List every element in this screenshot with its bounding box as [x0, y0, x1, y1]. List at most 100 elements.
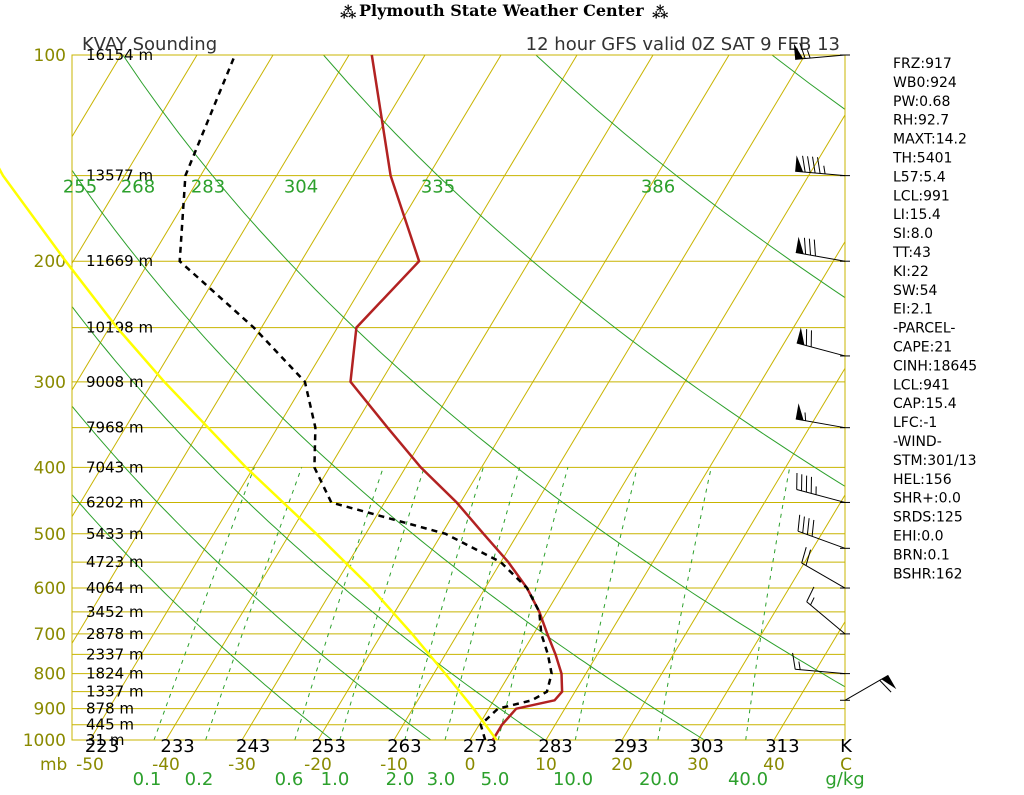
wind-barb-feather	[798, 515, 800, 531]
wind-barb-half-feather	[799, 662, 800, 670]
mixing-ratio-label: 0.1	[133, 769, 162, 790]
pressure-tick-label: 500	[34, 525, 66, 545]
wind-barb-flag	[795, 155, 803, 172]
index-value: L57:5.4	[893, 169, 946, 185]
wind-barb-feather	[804, 238, 805, 254]
page-header-title: Plymouth State Weather Center	[359, 1, 644, 20]
indices-table: FRZ:917WB0:924PW:0.68RH:92.7MAXT:14.2TH:…	[892, 56, 977, 582]
height-label: 1824 m	[86, 665, 144, 683]
wind-barb-half-feather	[824, 166, 825, 174]
index-value: EHI:0.0	[893, 529, 943, 545]
kelvin-label: 313	[765, 736, 799, 757]
height-label: 7043 m	[86, 458, 144, 476]
wind-barb-feather	[807, 518, 809, 534]
temperature-tick-label: -30	[228, 755, 256, 775]
index-value: -WIND-	[893, 434, 942, 450]
index-value: SHR+:0.0	[893, 491, 961, 507]
mixing-ratio-line	[746, 467, 790, 740]
index-value: CAPE:21	[893, 340, 952, 356]
mixing-ratio-line	[405, 467, 484, 740]
wind-barb-feather	[803, 517, 805, 533]
wind-barb	[802, 547, 850, 588]
wind-barb-shaft	[797, 490, 845, 503]
pressure-tick-label: 300	[34, 373, 66, 393]
theta-label: 386	[641, 177, 675, 198]
mixing-ratio-line	[445, 467, 520, 740]
plot-frame	[72, 55, 845, 740]
isotherm-line	[698, 55, 1024, 740]
pressure-tick-label: 400	[34, 458, 66, 478]
index-value: SI:8.0	[893, 226, 933, 242]
wind-barb-flag	[796, 403, 804, 420]
wind-barb-flag	[796, 237, 804, 254]
wind-barb-shaft	[795, 669, 845, 673]
index-value: TT:43	[892, 245, 931, 261]
isotherm-line	[242, 55, 653, 740]
isotherm-line	[166, 55, 577, 740]
theta-label: 255	[63, 177, 97, 198]
wind-barb-feather	[814, 240, 815, 256]
parcel-profile-line	[0, 109, 497, 740]
kelvin-label: 263	[387, 736, 421, 757]
wind-barb	[796, 237, 850, 261]
index-value: -PARCEL-	[893, 321, 955, 337]
mixing-ratio-label: 0.2	[185, 769, 214, 790]
theta-label: 268	[121, 177, 155, 198]
wind-barb-half-feather	[805, 413, 806, 421]
temperature-profile-line	[351, 55, 563, 740]
index-value: WB0:924	[893, 75, 957, 91]
grid-clipped	[0, 55, 1024, 740]
height-label: 9008 m	[86, 373, 144, 391]
kelvin-label: 283	[538, 736, 572, 757]
mixing-ratio-label: 20.0	[639, 769, 679, 790]
index-value: STM:301/13	[893, 453, 977, 469]
wind-barb-shaft	[802, 563, 845, 588]
wind-barb	[807, 587, 850, 634]
height-label: 2878 m	[86, 625, 144, 643]
height-label: 10198 m	[86, 319, 153, 337]
index-value: HEL:156	[893, 472, 952, 488]
mixing-ratio-line	[154, 467, 254, 740]
isotherm-line	[622, 55, 1024, 740]
kelvin-label: 243	[236, 736, 270, 757]
index-value: SRDS:125	[893, 510, 963, 526]
wind-barb-feather	[808, 156, 811, 172]
wind-barb	[840, 675, 896, 700]
wind-barb	[797, 473, 850, 502]
chart-subtitle: 12 hour GFS valid 0Z SAT 9 FEB 13	[526, 34, 840, 55]
kelvin-label: 223	[85, 736, 119, 757]
height-label: 4064 m	[86, 579, 144, 597]
index-value: KI:22	[893, 264, 929, 280]
wind-barb-feather	[793, 653, 796, 669]
kelvin-label: 303	[690, 736, 724, 757]
wind-barb-flag	[881, 675, 896, 689]
wind-barb-shaft	[807, 602, 845, 634]
wind-barbs	[793, 43, 897, 700]
index-value: LFC:-1	[893, 415, 937, 431]
wind-barb-shaft	[796, 419, 845, 428]
index-value: SW:54	[893, 283, 938, 299]
mixing-ratio-label: 2.0	[386, 769, 415, 790]
pressure-tick-label: 100	[34, 46, 66, 66]
wind-barb	[795, 155, 850, 175]
right-logo-icon: ⁂	[652, 3, 669, 22]
wind-barb	[793, 653, 850, 674]
wind-barb-half-feather	[811, 598, 815, 605]
index-value: CAP:15.4	[893, 396, 957, 412]
temperature-tick-label: -50	[76, 755, 104, 775]
isotherm-line	[318, 55, 729, 740]
height-label: 3452 m	[86, 603, 144, 621]
index-value: TH:5401	[892, 151, 952, 167]
mixing-ratio-label: 5.0	[481, 769, 510, 790]
series-lines	[0, 55, 562, 740]
kelvin-label: 233	[160, 736, 194, 757]
index-value: BRN:0.1	[893, 547, 950, 563]
theta-label: 283	[191, 177, 225, 198]
kelvin-label: 253	[312, 736, 346, 757]
wind-barb-feather	[803, 156, 806, 172]
wind-barb-feather	[806, 550, 811, 566]
wind-barb	[796, 403, 850, 427]
mixing-ratio-label: 0.6	[275, 769, 304, 790]
index-value: LI:15.4	[893, 207, 941, 223]
